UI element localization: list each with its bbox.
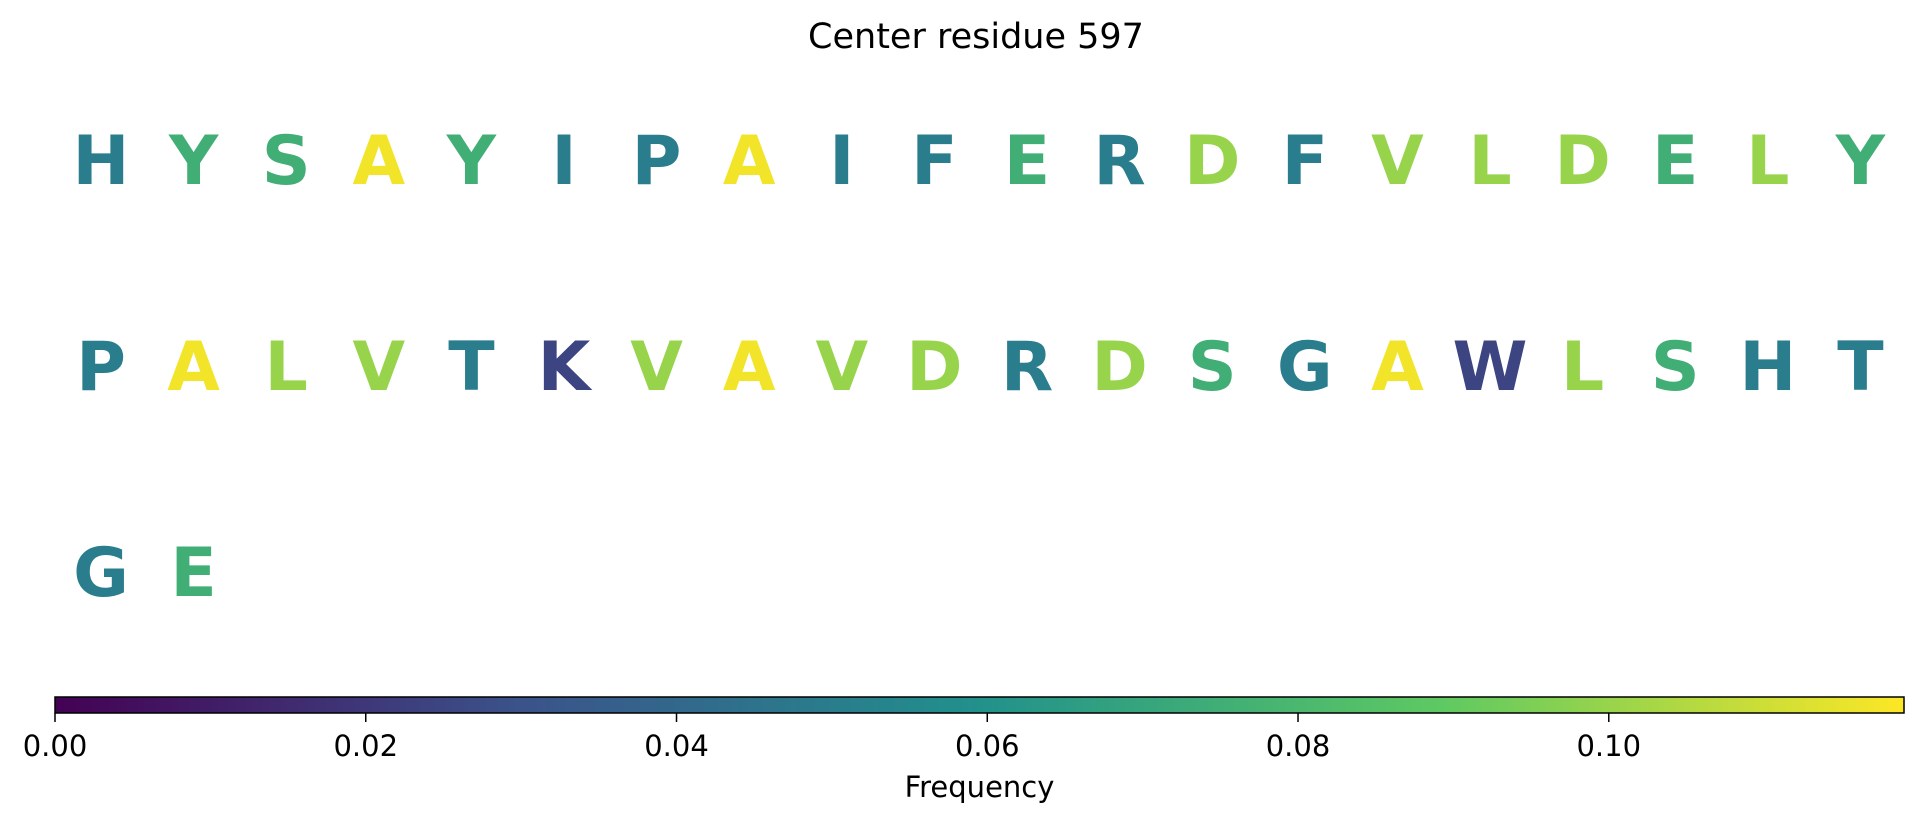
- colorbar-ticks: 0.00 0.02 0.04 0.06 0.08 0.10: [23, 713, 1641, 763]
- residue-letter: D: [906, 328, 962, 407]
- residue-letter: D: [1554, 122, 1610, 201]
- residue-letter: L: [1746, 122, 1789, 201]
- residue-letter: V: [352, 328, 405, 407]
- residue-letter: E: [1004, 122, 1050, 201]
- colorbar-tick-label: 0.04: [644, 729, 709, 763]
- residue-letter: T: [1837, 328, 1884, 407]
- residue-letter: D: [1184, 122, 1240, 201]
- residue-letter: Y: [446, 122, 497, 201]
- colorbar-tick-label: 0.00: [23, 729, 88, 763]
- residue-letter: Y: [1835, 122, 1886, 201]
- residue-letter: H: [1739, 328, 1796, 407]
- residue-letter: V: [630, 328, 683, 407]
- residue-letter: A: [723, 122, 776, 201]
- residue-letter: A: [1371, 328, 1424, 407]
- residue-letter: H: [73, 122, 130, 201]
- residue-letter: F: [1282, 122, 1328, 201]
- colorbar-label: Frequency: [905, 770, 1055, 804]
- residue-letter: L: [1561, 328, 1604, 407]
- colorbar-tick-label: 0.06: [955, 729, 1020, 763]
- residue-letter: P: [76, 328, 126, 407]
- residue-letter: V: [1371, 122, 1424, 201]
- residue-letter: L: [1468, 122, 1511, 201]
- colorbar-tick-label: 0.10: [1576, 729, 1641, 763]
- residue-letter: S: [1651, 328, 1700, 407]
- residue-letters: H Y S A Y I P A I F E R D F V L D E L YP A L V T K V A V D R D S G A W L S H T…: [73, 122, 1886, 613]
- residue-letter: A: [723, 328, 776, 407]
- residue-letter: G: [1277, 328, 1333, 407]
- residue-letter: K: [538, 328, 593, 407]
- residue-letter: G: [73, 534, 129, 613]
- residue-letter: S: [1188, 328, 1237, 407]
- residue-letter: E: [1652, 122, 1698, 201]
- residue-letter: E: [170, 534, 216, 613]
- residue-letter: S: [262, 122, 311, 201]
- residue-letter: R: [1001, 328, 1053, 407]
- residue-letter: T: [448, 328, 495, 407]
- residue-letter: I: [829, 122, 854, 201]
- colorbar-tick-label: 0.02: [333, 729, 398, 763]
- residue-letter: D: [1091, 328, 1147, 407]
- colorbar: 0.00 0.02 0.04 0.06 0.08 0.10 Frequency: [23, 696, 1905, 804]
- residue-letter: A: [167, 328, 220, 407]
- residue-letter: R: [1093, 122, 1145, 201]
- chart-title: Center residue 597: [808, 17, 1144, 57]
- colorbar-tick-label: 0.08: [1266, 729, 1331, 763]
- residue-letter: W: [1452, 328, 1527, 407]
- residue-letter: P: [632, 122, 682, 201]
- residue-letter: I: [551, 122, 576, 201]
- colorbar-gradient: [54, 696, 1905, 714]
- residue-letter: F: [911, 122, 957, 201]
- residue-letter: L: [265, 328, 308, 407]
- residue-letter: V: [815, 328, 868, 407]
- residue-letter: Y: [168, 122, 219, 201]
- residue-letter: A: [352, 122, 405, 201]
